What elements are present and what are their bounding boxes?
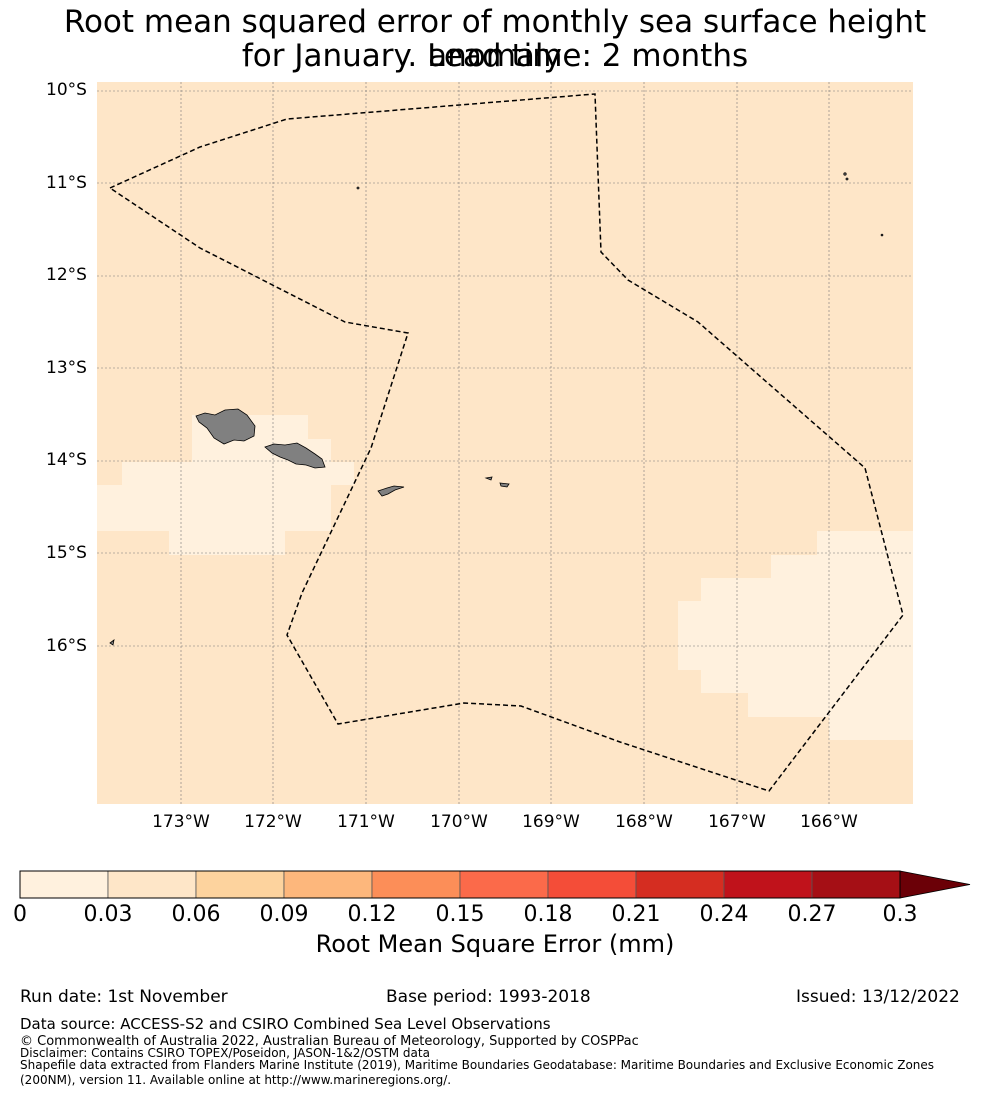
issued-date: Issued: 13/12/2022 xyxy=(796,987,960,1007)
lon-label-168w: 168°W xyxy=(615,812,673,832)
colorbar-segment xyxy=(459,870,549,899)
lat-label-16s: 16°S xyxy=(46,636,87,656)
lon-label-171w: 171°W xyxy=(337,812,395,832)
shapefile-credit-line2: (200NM), version 11. Available online at… xyxy=(20,1073,452,1087)
colorbar-segment xyxy=(723,870,813,899)
lon-label-172w: 172°W xyxy=(244,812,302,832)
disclaimer: Disclaimer: Contains CSIRO TOPEX/Poseido… xyxy=(20,1046,430,1060)
island-tutuila xyxy=(377,485,405,497)
colorbar-tick-label: 0.09 xyxy=(259,902,309,927)
map-plot xyxy=(97,82,913,804)
colorbar-segment xyxy=(19,870,109,899)
base-period: Base period: 1993-2018 xyxy=(386,987,591,1007)
lat-label-14s: 14°S xyxy=(46,450,87,470)
colorbar-extend-arrow xyxy=(899,870,971,899)
island-manua-2 xyxy=(499,482,510,488)
lat-label-15s: 15°S xyxy=(46,543,87,563)
colorbar-tick-label: 0.03 xyxy=(83,902,133,927)
lat-label-13s: 13°S xyxy=(46,358,87,378)
colorbar-segment xyxy=(283,870,373,899)
colorbar xyxy=(19,870,971,899)
lat-label-12s: 12°S xyxy=(46,265,87,285)
colorbar-tick-label: 0.18 xyxy=(523,902,573,927)
colorbar-tick-label: 0 xyxy=(13,902,27,927)
island-tokelau-3 xyxy=(880,233,884,237)
lat-label-10s: 10°S xyxy=(46,80,87,100)
colorbar-segment xyxy=(547,870,637,899)
colorbar-segment xyxy=(107,870,197,899)
colorbar-tick-label: 0.3 xyxy=(882,902,918,927)
colorbar-outline xyxy=(19,870,901,899)
copyright: © Commonwealth of Australia 2022, Austra… xyxy=(20,1034,639,1049)
data-source: Data source: ACCESS-S2 and CSIRO Combine… xyxy=(20,1015,551,1033)
colorbar-tick-label: 0.27 xyxy=(787,902,837,927)
colorbar-segment xyxy=(811,870,901,899)
colorbar-label: Root Mean Square Error (mm) xyxy=(315,930,675,958)
lon-label-169w: 169°W xyxy=(522,812,580,832)
island-tokelau-1 xyxy=(843,172,847,176)
map-title-line2: for January. Lead time: 2 months xyxy=(241,38,749,74)
colorbar-tick-label: 0.15 xyxy=(435,902,485,927)
lon-label-166w: 166°W xyxy=(800,812,858,832)
island-tokelau-2 xyxy=(845,177,849,181)
colorbar-segment xyxy=(635,870,725,899)
colorbar-segment xyxy=(371,870,461,899)
colorbar-tick-label: 0.21 xyxy=(611,902,661,927)
shapefile-credit-line1: Shapefile data extracted from Flanders M… xyxy=(20,1058,935,1072)
colorbar-tick-label: 0.12 xyxy=(347,902,397,927)
run-date: Run date: 1st November xyxy=(20,987,228,1007)
map-title-line1: Root mean squared error of monthly sea s… xyxy=(63,4,927,74)
graticule xyxy=(97,82,913,804)
island-manua-1 xyxy=(484,476,493,481)
island-wallis xyxy=(109,639,115,646)
lon-label-173w: 173°W xyxy=(152,812,210,832)
colorbar-tick-label: 0.06 xyxy=(171,902,221,927)
colorbar-tick-label: 0.24 xyxy=(699,902,749,927)
lon-label-167w: 167°W xyxy=(708,812,766,832)
lat-label-11s: 11°S xyxy=(46,173,87,193)
colorbar-segment xyxy=(195,870,285,899)
eez-boundary xyxy=(108,93,904,792)
lon-label-170w: 170°W xyxy=(430,812,488,832)
island-swains xyxy=(356,186,360,190)
islands xyxy=(109,172,884,646)
island-savaii xyxy=(195,408,256,445)
island-upolu xyxy=(264,442,326,469)
